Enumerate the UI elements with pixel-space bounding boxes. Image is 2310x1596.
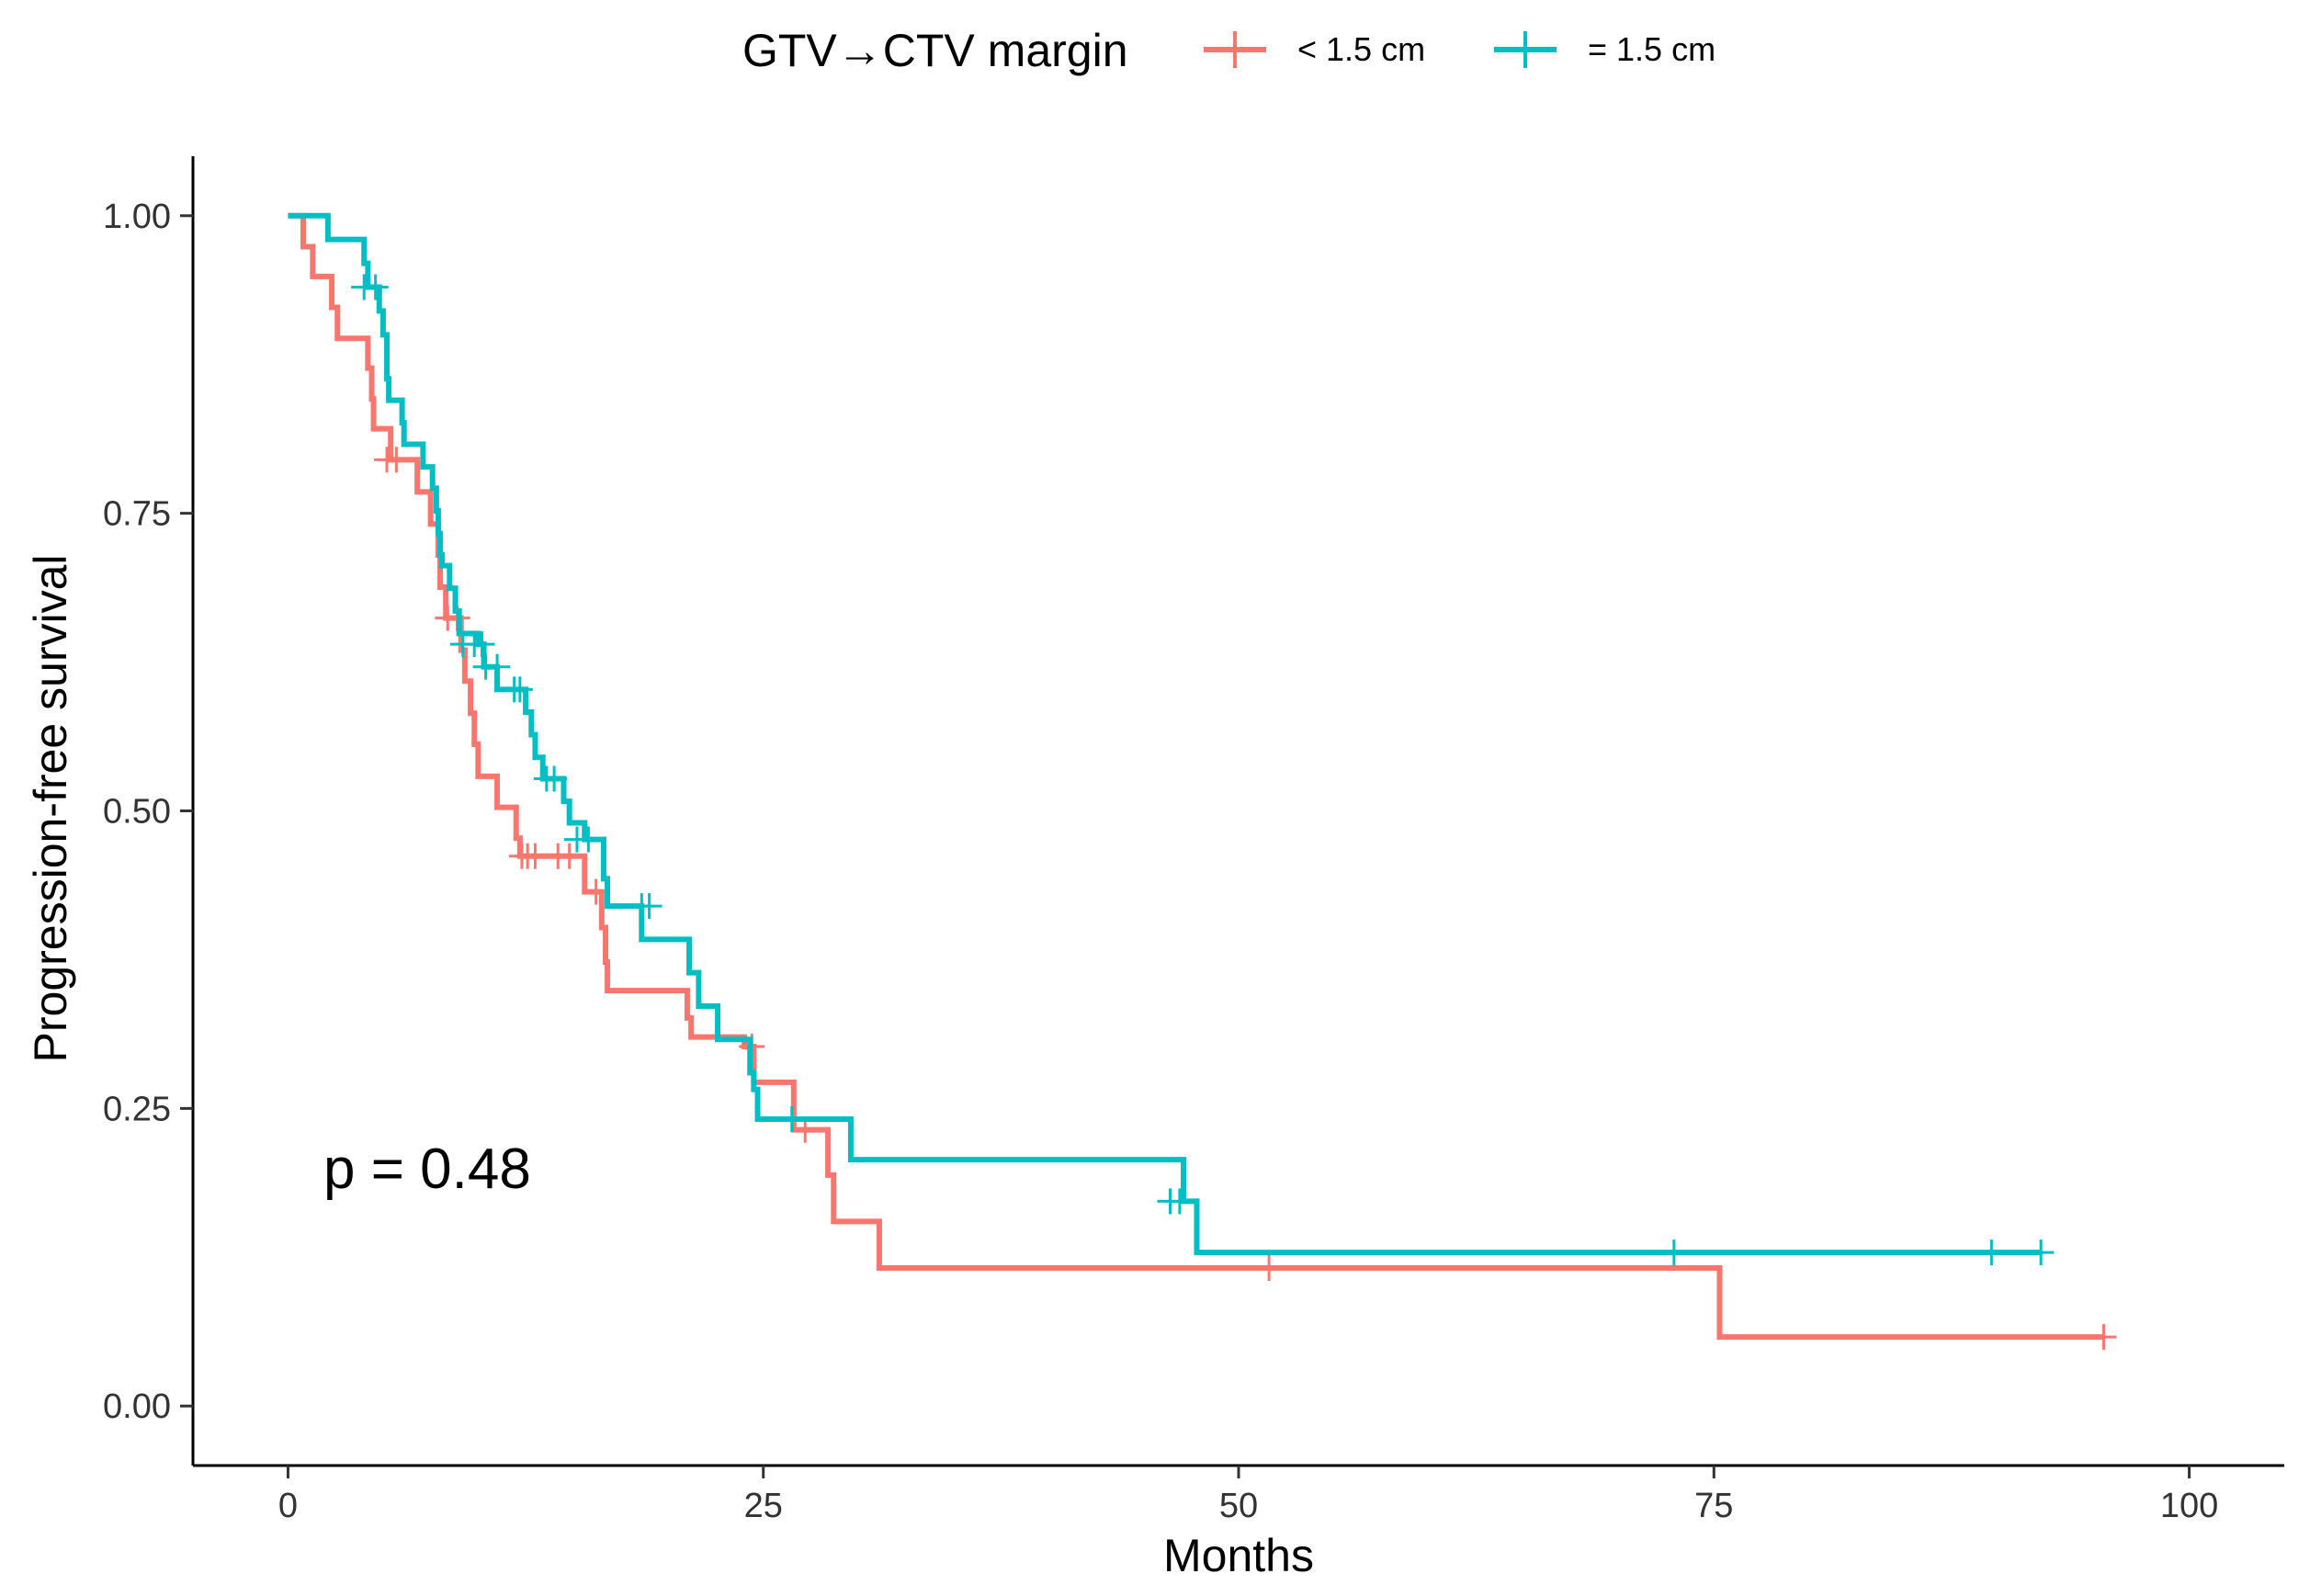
p-value-annotation: p = 0.48	[323, 1138, 531, 1201]
y-tick-label: 0.25	[103, 1090, 171, 1128]
censor-mark	[522, 843, 549, 869]
survival-curve	[288, 212, 2104, 1341]
legend-label-eq: = 1.5 cm	[1588, 30, 1716, 68]
censor-mark	[556, 843, 583, 869]
censor-mark	[383, 447, 410, 473]
series-eq-1-5cm	[288, 212, 2055, 1266]
y-tick-label: 0.75	[103, 495, 171, 534]
x-tick-label: 50	[1219, 1487, 1258, 1525]
censor-mark	[1978, 1239, 2005, 1266]
y-tick-label: 1.00	[103, 198, 171, 236]
x-tick-label: 25	[744, 1487, 783, 1525]
y-ticks: 0.00 0.25 0.50 0.75 1.00	[103, 198, 193, 1426]
censor-mark	[636, 893, 662, 920]
y-tick-label: 0.00	[103, 1387, 171, 1426]
x-ticks: 0 25 50 75 100	[278, 1466, 2218, 1525]
censor-mark	[469, 631, 495, 658]
censor-mark	[583, 878, 609, 905]
survival-curve	[288, 212, 2042, 1256]
censor-mark	[2090, 1324, 2117, 1351]
x-tick-label: 75	[1694, 1487, 1733, 1525]
censor-mark	[506, 676, 533, 703]
y-axis-title: Progression-free survival	[25, 555, 76, 1063]
censor-mark	[575, 826, 602, 853]
censor-mark	[1256, 1254, 1283, 1281]
x-tick-label: 0	[278, 1487, 298, 1525]
legend-key-lt	[1204, 31, 1266, 68]
censor-mark	[484, 653, 511, 680]
censor-mark	[1660, 1239, 1687, 1266]
series-layer	[288, 212, 2117, 1351]
x-axis-title: Months	[1163, 1530, 1314, 1581]
legend-key-eq	[1494, 31, 1557, 68]
censor-mark	[2028, 1239, 2055, 1266]
censor-mark	[362, 274, 389, 300]
x-tick-label: 100	[2160, 1487, 2218, 1525]
censor-mark	[778, 1106, 805, 1133]
legend-title: GTV→CTV margin	[742, 25, 1128, 76]
legend-label-lt: < 1.5 cm	[1297, 30, 1425, 68]
censor-mark	[1166, 1188, 1193, 1215]
y-tick-label: 0.50	[103, 793, 171, 832]
legend: GTV→CTV margin < 1.5 cm = 1.5 cm	[742, 25, 1716, 76]
censor-mark	[541, 765, 568, 792]
